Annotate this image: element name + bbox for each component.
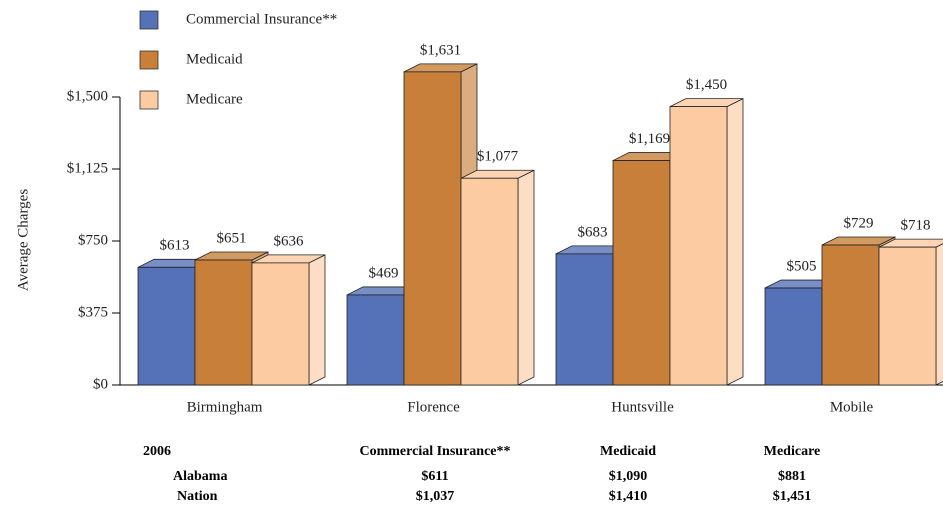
table-cell: $881 — [778, 469, 806, 484]
y-tick-label: $1,500 — [67, 88, 108, 104]
table-header: Medicare — [764, 444, 821, 459]
value-label: $505 — [787, 258, 817, 274]
bar — [346, 294, 405, 386]
bar — [137, 266, 196, 386]
x-tick-label: Mobile — [830, 399, 874, 415]
bar — [194, 259, 253, 386]
bar — [764, 287, 823, 386]
table-cell: $611 — [421, 469, 448, 484]
bar-side — [726, 97, 744, 386]
value-label: $1,450 — [686, 77, 727, 93]
y-tick-label: $0 — [93, 376, 108, 392]
bar — [878, 246, 937, 386]
y-tick-label: $1,125 — [67, 160, 108, 176]
value-label: $1,077 — [477, 149, 519, 165]
value-label: $613 — [160, 238, 190, 254]
value-label: $636 — [274, 233, 305, 249]
table-header: Commercial Insurance** — [360, 444, 511, 459]
table-header: Medicaid — [600, 444, 656, 459]
table-header: 2006 — [143, 444, 171, 459]
value-label: $1,169 — [629, 131, 670, 147]
table-cell: $1,410 — [609, 489, 648, 504]
x-tick-label: Florence — [407, 399, 460, 415]
legend-label: Commercial Insurance** — [186, 11, 337, 27]
table-cell: $1,090 — [609, 469, 648, 484]
legend-swatch — [139, 10, 159, 30]
y-tick-label: $750 — [78, 232, 108, 248]
table-cell: $1,451 — [773, 489, 812, 504]
bar-side — [935, 243, 943, 386]
value-label: $718 — [901, 218, 931, 234]
legend-swatch — [139, 50, 159, 70]
y-tick-label: $375 — [78, 304, 108, 320]
bar — [251, 262, 310, 386]
table-cell: Nation — [177, 489, 218, 504]
bar — [669, 106, 728, 386]
x-tick-label: Birmingham — [187, 399, 263, 415]
bar-side — [308, 254, 326, 386]
value-label: $1,631 — [420, 42, 461, 58]
bar — [821, 244, 880, 386]
value-label: $469 — [369, 265, 399, 281]
value-label: $729 — [844, 215, 874, 231]
y-axis-label: Average Charges — [15, 189, 31, 291]
bar-side — [517, 169, 535, 386]
table-cell: $1,037 — [416, 489, 455, 504]
bar — [403, 71, 462, 386]
value-label: $683 — [578, 224, 608, 240]
bar — [612, 160, 671, 386]
bar — [555, 253, 614, 386]
x-tick-label: Huntsville — [611, 399, 674, 415]
legend-swatch — [139, 90, 159, 110]
bar — [460, 177, 519, 386]
legend-label: Medicaid — [186, 51, 243, 67]
legend-label: Medicare — [186, 91, 243, 107]
table-cell: Alabama — [173, 469, 227, 484]
value-label: $651 — [217, 230, 247, 246]
